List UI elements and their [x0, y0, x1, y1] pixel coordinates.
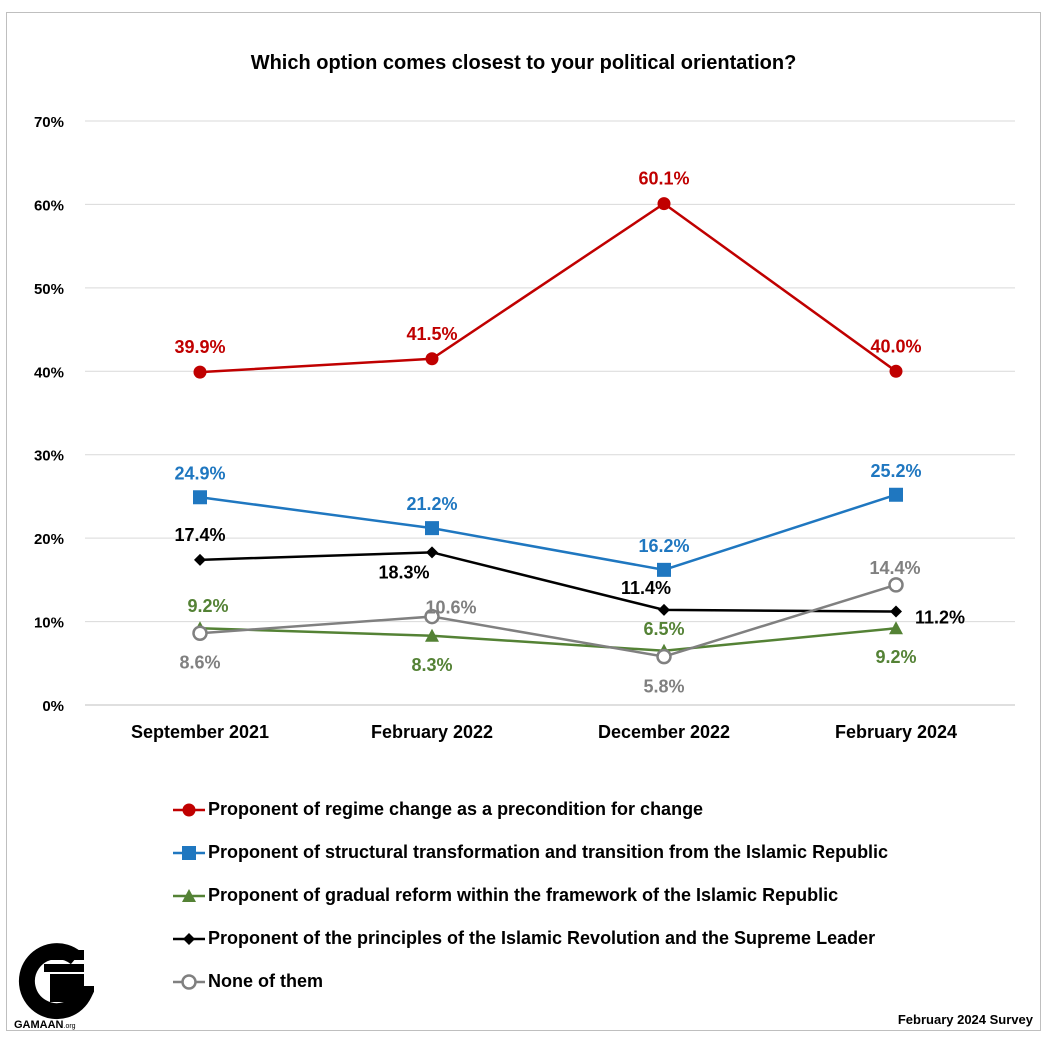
- data-point: [425, 352, 439, 366]
- legend-swatch: [173, 932, 205, 945]
- data-point: [888, 577, 904, 593]
- y-tick-label: 70%: [34, 114, 64, 131]
- data-point: [889, 364, 903, 378]
- data-point: [889, 621, 903, 635]
- legend-item: Proponent of the principles of the Islam…: [172, 917, 888, 960]
- chart-legend: Proponent of regime change as a precondi…: [172, 788, 888, 1003]
- y-tick-label: 30%: [34, 448, 64, 465]
- data-point: [657, 562, 671, 577]
- data-point: [890, 605, 902, 618]
- data-label: 8.6%: [179, 652, 220, 672]
- data-point: [182, 888, 196, 902]
- legend-swatch: [173, 973, 205, 990]
- legend-swatch: [173, 845, 205, 860]
- data-point: [426, 546, 438, 559]
- data-label: 40.0%: [870, 336, 921, 356]
- x-tick-label: September 2021: [131, 722, 269, 742]
- x-tick-label: February 2022: [371, 722, 493, 742]
- data-point: [656, 648, 672, 665]
- data-label: 24.9%: [174, 463, 225, 483]
- data-label: 11.2%: [915, 608, 965, 628]
- series-line: [199, 202, 897, 374]
- series-line: [199, 551, 897, 613]
- data-point: [192, 625, 208, 642]
- y-tick-label: 10%: [34, 615, 64, 632]
- y-tick-label: 50%: [34, 281, 64, 298]
- legend-item: None of them: [172, 960, 888, 1003]
- data-point: [425, 521, 439, 536]
- data-point: [194, 553, 206, 566]
- data-label: 16.2%: [638, 536, 689, 556]
- series-line: [199, 583, 897, 658]
- data-point: [181, 973, 197, 990]
- legend-item: Proponent of regime change as a precondi…: [172, 788, 888, 831]
- data-point: [193, 490, 207, 505]
- data-label: 14.4%: [869, 558, 920, 578]
- legend-label: Proponent of structural transformation a…: [208, 842, 889, 862]
- data-point: [182, 803, 196, 816]
- legend-label: None of them: [208, 971, 323, 991]
- legend-swatch: [173, 803, 205, 816]
- data-point: [183, 932, 195, 945]
- legend-label: Proponent of regime change as a precondi…: [208, 799, 704, 819]
- x-tick-label: December 2022: [598, 722, 730, 742]
- y-tick-label: 20%: [34, 531, 64, 548]
- legend-swatch: [173, 888, 205, 902]
- chart-title: Which option comes closest to your polit…: [250, 52, 797, 74]
- data-label: 9.2%: [875, 647, 916, 667]
- data-point: [193, 365, 207, 379]
- data-label: 25.2%: [870, 461, 921, 481]
- series-line: [199, 626, 897, 653]
- survey-label: February 2024 Survey: [897, 1012, 1033, 1027]
- data-label: 8.3%: [411, 655, 452, 675]
- data-label: 60.1%: [638, 169, 689, 189]
- data-label: 10.6%: [425, 598, 476, 618]
- data-point: [424, 608, 440, 625]
- series-line: [199, 493, 897, 572]
- data-point: [182, 845, 196, 860]
- x-tick-label: February 2024: [835, 722, 957, 742]
- data-point: [657, 197, 671, 211]
- legend-item: Proponent of structural transformation a…: [172, 831, 888, 874]
- data-label: 5.8%: [643, 677, 684, 697]
- data-label: 6.5%: [643, 619, 684, 639]
- data-label: 9.2%: [187, 596, 228, 616]
- data-label: 17.4%: [174, 525, 225, 545]
- data-point: [889, 487, 903, 502]
- data-point: [658, 603, 670, 616]
- y-tick-label: 40%: [34, 364, 64, 381]
- gamaan-logo: [18, 943, 94, 1020]
- legend-label: Proponent of the principles of the Islam…: [208, 928, 876, 948]
- data-label: 41.5%: [406, 324, 457, 344]
- legend-item: Proponent of gradual reform within the f…: [172, 874, 888, 917]
- data-label: 39.9%: [174, 337, 225, 357]
- chart-frame: [6, 12, 1041, 1031]
- data-label: 11.4%: [621, 578, 671, 598]
- y-tick-label: 0%: [42, 698, 64, 715]
- data-label: 21.2%: [406, 494, 457, 514]
- data-label: 18.3%: [378, 562, 429, 582]
- brand-label: GAMAAN.org: [14, 1019, 76, 1031]
- y-tick-label: 60%: [34, 197, 64, 214]
- legend-label: Proponent of gradual reform within the f…: [208, 885, 839, 905]
- line-chart: 0% 10% 20% 30% 40% 50% 60% 70% September 2021 Fe…: [34, 114, 1015, 742]
- data-point: [425, 628, 439, 642]
